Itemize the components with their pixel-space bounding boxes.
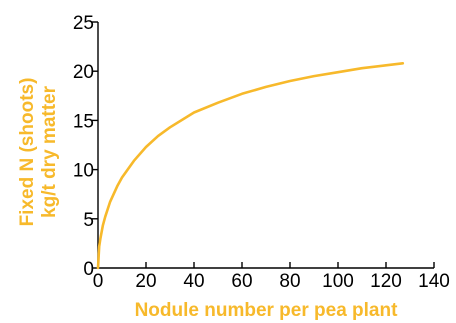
- x-tick-label: 80: [279, 271, 300, 292]
- y-tick-label: 5: [83, 210, 94, 231]
- x-tick-label: 0: [93, 271, 104, 292]
- axes: [97, 22, 434, 269]
- y-tick-label: 20: [73, 62, 94, 83]
- x-tick-label: 140: [418, 271, 450, 292]
- y-axis-title-line-2: kg/t dry matter: [39, 85, 60, 218]
- x-tick-label: 100: [322, 271, 354, 292]
- x-tick-label: 120: [370, 271, 402, 292]
- y-tick-label: 10: [73, 161, 94, 182]
- y-axis-title-line-1: Fixed N (shoots): [17, 78, 38, 227]
- x-ticks: 0 20 40 60 80 100 120 140: [93, 262, 450, 292]
- x-tick-label: 20: [135, 271, 156, 292]
- x-tick-label: 60: [231, 271, 252, 292]
- series-curve: [96, 62, 405, 270]
- y-ticks: 0 5 10 15 20 25: [73, 13, 98, 280]
- x-tick-label: 40: [183, 271, 204, 292]
- x-axis-title: Nodule number per pea plant: [135, 300, 399, 321]
- y-tick-label: 25: [73, 13, 94, 34]
- y-tick-label: 0: [83, 259, 94, 280]
- y-tick-label: 15: [73, 111, 94, 132]
